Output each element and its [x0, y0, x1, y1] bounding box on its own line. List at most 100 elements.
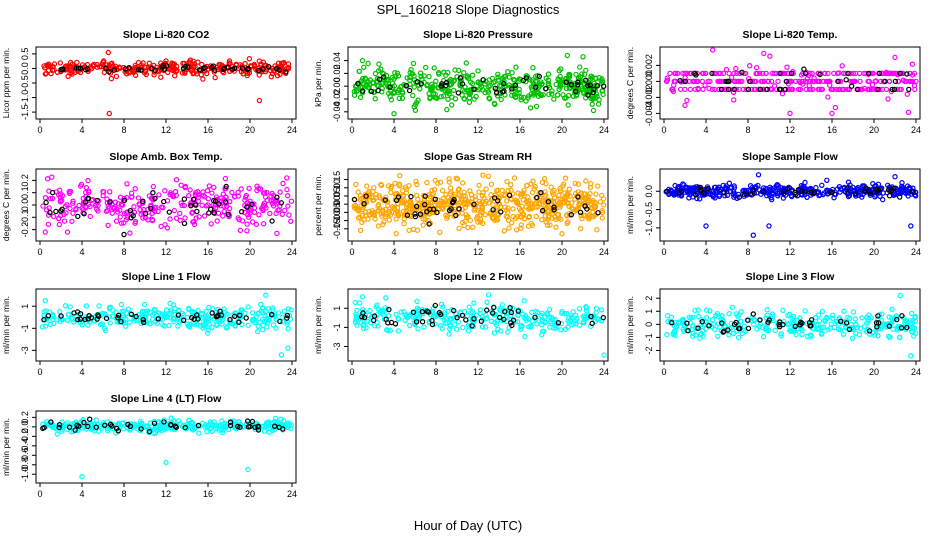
data-point — [763, 70, 769, 77]
x-tick-label: 16 — [203, 125, 213, 135]
data-point — [372, 216, 378, 222]
data-point — [483, 316, 489, 322]
data-point — [446, 91, 452, 97]
data-point — [559, 230, 565, 237]
data-point — [866, 188, 873, 194]
data-point — [519, 208, 525, 215]
data-point — [583, 77, 589, 83]
data-point — [164, 225, 170, 231]
data-point — [513, 227, 520, 233]
data-point — [508, 187, 514, 193]
data-point — [532, 183, 538, 190]
data-point — [171, 72, 178, 79]
data-point — [885, 187, 892, 193]
data-point — [509, 322, 515, 329]
data-point — [93, 206, 100, 212]
data-point — [798, 319, 804, 325]
data-point — [829, 110, 835, 117]
data-point — [570, 309, 576, 315]
x-tick-label: 20 — [245, 489, 255, 499]
y-tick-label: 0.15 — [332, 171, 342, 189]
data-point — [70, 210, 76, 216]
data-point — [468, 310, 474, 316]
data-point — [545, 216, 551, 223]
data-point — [386, 90, 392, 97]
data-point — [464, 74, 470, 81]
x-tick-label: 0 — [37, 247, 42, 257]
data-point — [171, 207, 177, 214]
data-point — [534, 321, 540, 327]
data-point — [556, 192, 562, 198]
data-point — [277, 318, 283, 325]
data-point — [273, 316, 279, 322]
data-point — [525, 200, 531, 206]
data-point — [545, 81, 552, 87]
data-point — [543, 85, 549, 92]
data-point — [513, 64, 519, 70]
data-point — [709, 86, 716, 93]
data-point — [190, 64, 197, 71]
data-point — [521, 187, 527, 193]
data-point — [278, 352, 285, 358]
data-point — [523, 75, 530, 81]
data-point — [673, 324, 680, 330]
data-point — [761, 185, 767, 191]
data-point — [731, 86, 737, 93]
data-point — [245, 466, 251, 473]
data-point — [556, 212, 562, 218]
data-point — [852, 70, 859, 77]
data-point — [761, 50, 767, 57]
data-point — [696, 314, 702, 320]
data-point — [386, 306, 392, 313]
data-point — [764, 312, 770, 318]
data-point — [785, 312, 791, 319]
data-point — [907, 321, 914, 327]
data-point — [453, 212, 459, 219]
data-point — [680, 326, 686, 333]
data-point — [380, 208, 386, 215]
data-point — [103, 208, 110, 214]
data-point — [135, 195, 142, 201]
x-tick-label: 12 — [473, 247, 483, 257]
data-point — [892, 173, 898, 180]
data-point — [709, 317, 716, 323]
data-point — [113, 218, 120, 224]
y-tick-label: -0.6 — [20, 448, 30, 464]
data-point — [85, 195, 92, 201]
data-point — [401, 309, 407, 315]
data-point — [509, 86, 515, 92]
data-point — [480, 189, 486, 196]
data-point — [94, 421, 101, 427]
data-point — [505, 205, 511, 211]
data-point — [414, 79, 420, 85]
data-point — [51, 61, 58, 67]
data-point — [95, 428, 102, 434]
data-point — [216, 317, 223, 323]
data-point — [709, 192, 716, 198]
data-point — [451, 193, 457, 199]
data-point — [84, 423, 91, 430]
data-point — [253, 221, 260, 228]
data-point — [845, 191, 851, 197]
data-point — [388, 189, 394, 196]
data-point — [706, 323, 712, 329]
data-point — [781, 188, 787, 195]
data-point — [871, 183, 878, 190]
data-point — [857, 325, 864, 332]
data-point — [251, 62, 258, 69]
data-point — [212, 74, 218, 81]
data-point — [93, 424, 100, 430]
data-point — [518, 214, 525, 220]
data-point — [372, 95, 378, 102]
data-point — [695, 85, 701, 92]
data-point — [432, 196, 438, 202]
data-point — [477, 307, 483, 313]
data-point — [446, 176, 452, 182]
data-point — [244, 418, 251, 424]
data-point — [489, 215, 496, 221]
data-point — [488, 318, 495, 324]
data-point — [684, 97, 690, 104]
data-point — [54, 69, 61, 76]
data-point — [398, 309, 404, 315]
data-point — [601, 83, 607, 90]
